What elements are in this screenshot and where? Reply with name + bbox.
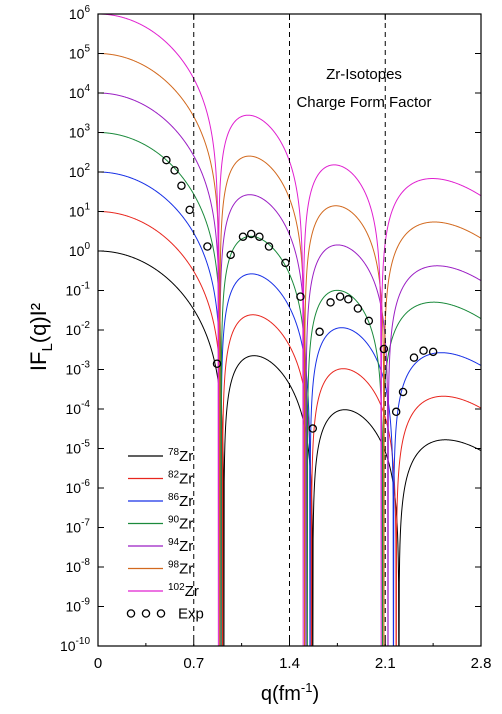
x-axis-label: q(fm-1) xyxy=(261,680,319,705)
y-axis-ticks: 10-10 10-9 10-8 10-7 10-6 10-5 10-4 10-3 10-2 10-… xyxy=(60,4,481,654)
chart-title-line-2: Charge Form Factor xyxy=(296,94,431,111)
exp-point xyxy=(398,387,408,397)
exp-point xyxy=(315,327,324,337)
y-tick-label: 10-5 xyxy=(66,439,91,457)
exp-point xyxy=(203,242,212,251)
legend-label-94zr: 94Zr xyxy=(168,537,193,555)
y-tick-label: 10-7 xyxy=(66,518,91,536)
legend-exp-marker xyxy=(156,609,166,618)
exp-point xyxy=(264,242,274,251)
curve-86zr xyxy=(98,171,481,646)
y-tick-label: 102 xyxy=(69,162,91,180)
exp-point xyxy=(170,166,179,175)
x-tick-label: 0 xyxy=(94,655,102,672)
exp-point xyxy=(185,205,194,215)
x-tick-label: 0.7 xyxy=(183,655,204,672)
exp-point xyxy=(391,407,401,417)
exp-point xyxy=(212,359,222,368)
y-tick-label: 10-2 xyxy=(66,320,91,338)
exp-point xyxy=(379,344,389,354)
exp-point xyxy=(255,232,264,241)
y-tick-label: 10-4 xyxy=(66,399,91,417)
exp-point xyxy=(162,155,171,165)
chart-title-line-1: Zr-Isotopes xyxy=(326,66,402,83)
exp-point xyxy=(353,304,363,313)
legend-label-78zr: 78Zr xyxy=(168,447,193,465)
exp-point xyxy=(428,347,438,357)
exp-point xyxy=(238,232,248,241)
y-tick-label: 101 xyxy=(69,202,91,220)
legend-exp-marker xyxy=(126,609,136,618)
exp-point xyxy=(326,298,335,307)
exp-point xyxy=(246,229,256,239)
exp-point xyxy=(296,292,305,301)
x-tick-label: 1.4 xyxy=(279,655,300,672)
exp-point xyxy=(344,295,353,304)
legend-label-82zr: 82Zr xyxy=(168,470,193,488)
curve-82zr xyxy=(98,211,481,646)
y-tick-label: 10-9 xyxy=(66,597,91,615)
experimental-points xyxy=(162,155,438,433)
exp-point xyxy=(226,250,235,260)
exp-point xyxy=(308,424,318,433)
y-tick-label: 10-1 xyxy=(66,281,91,299)
x-axis-ticks: 0 0.7 1.4 2.1 2.8 xyxy=(94,14,492,672)
exp-point xyxy=(409,353,419,362)
x-tick-label: 2.8 xyxy=(471,655,492,672)
y-tick-label: 104 xyxy=(69,83,91,101)
exp-point xyxy=(335,292,345,301)
legend-label-102zr: 102Zr xyxy=(168,582,199,600)
y-axis-label: IFL(q)I² xyxy=(26,303,56,371)
y-tick-label: 10-10 xyxy=(60,636,90,654)
legend-label-90zr: 90Zr xyxy=(168,515,193,533)
y-tick-label: 10-6 xyxy=(66,478,91,496)
legend: 78Zr 82Zr 86Zr 90Zr 94Zr 98Zr 102Zr Exp xyxy=(126,447,204,623)
x-tick-label: 2.1 xyxy=(375,655,396,672)
y-tick-label: 10-3 xyxy=(66,360,91,378)
exp-point xyxy=(177,181,186,190)
dashed-guides xyxy=(193,14,386,646)
legend-label-86zr: 86Zr xyxy=(168,492,193,510)
exp-point xyxy=(281,258,290,268)
y-tick-label: 105 xyxy=(69,44,91,62)
legend-exp-marker xyxy=(141,609,151,618)
y-tick-label: 100 xyxy=(69,241,91,259)
y-tick-label: 10-8 xyxy=(66,557,91,575)
legend-label-exp: Exp xyxy=(178,606,204,623)
exp-point xyxy=(419,346,428,355)
legend-label-98zr: 98Zr xyxy=(168,560,193,578)
curve-90zr xyxy=(98,132,481,646)
y-tick-label: 103 xyxy=(69,123,91,141)
exp-point xyxy=(364,316,374,326)
y-tick-label: 106 xyxy=(69,4,91,22)
